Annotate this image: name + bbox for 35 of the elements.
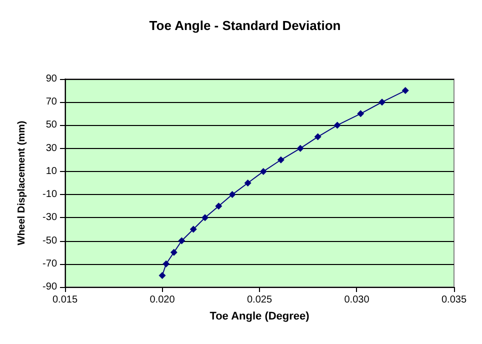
- y-tick-label: 70: [46, 96, 58, 108]
- x-tick-label: 0.015: [52, 294, 78, 306]
- x-tick-label: 0.020: [150, 294, 176, 306]
- y-tick-label: 90: [46, 74, 58, 84]
- point: [402, 87, 409, 94]
- y-tick-label: 10: [46, 166, 58, 177]
- point: [314, 133, 322, 140]
- point: [170, 248, 178, 256]
- point: [162, 260, 170, 268]
- point: [190, 226, 197, 233]
- chart-title: Toe Angle - Standard Deviation: [149, 18, 341, 33]
- x-tick-label: 0.030: [344, 294, 370, 306]
- point: [378, 98, 386, 106]
- point: [277, 156, 284, 164]
- y-tick-label: -70: [42, 258, 58, 270]
- x-tick-label: 0.035: [441, 294, 467, 306]
- point: [178, 237, 186, 244]
- y-tick-label: -10: [42, 189, 58, 200]
- x-axis-title: Toe Angle (Degree): [210, 310, 310, 322]
- point: [202, 214, 209, 222]
- y-tick-label: -30: [42, 212, 58, 224]
- point: [296, 144, 304, 152]
- y-axis-title: Wheel Displacement (mm): [16, 120, 28, 246]
- y-tick-label: 50: [46, 120, 58, 131]
- point: [158, 272, 166, 279]
- point: [215, 202, 222, 210]
- point: [357, 110, 364, 118]
- y-tick-label: -90: [42, 282, 58, 292]
- x-tick-label: 0.025: [246, 294, 272, 306]
- point: [228, 191, 236, 198]
- point: [334, 122, 341, 129]
- y-tick-label: 30: [46, 142, 58, 154]
- point: [260, 168, 267, 175]
- y-tick-label: -50: [42, 235, 58, 246]
- point: [244, 180, 252, 186]
